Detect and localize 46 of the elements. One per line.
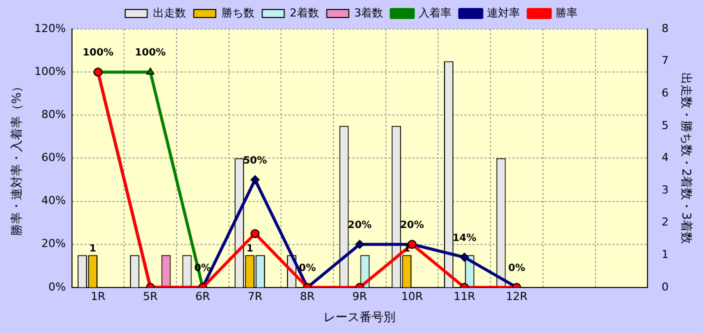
y-tick-label: 80% xyxy=(41,108,66,121)
y-tick-label: 60% xyxy=(41,151,66,164)
y-tick-label: 40% xyxy=(41,194,66,208)
x-tick-label: 6R xyxy=(195,290,210,303)
x-tick-label: 1R xyxy=(90,290,106,303)
x-tick-label: 5R xyxy=(143,290,158,303)
y2-tick-label: 5 xyxy=(662,118,669,132)
y2-tick-label: 7 xyxy=(662,54,669,68)
x-tick-label: 8R xyxy=(300,290,316,303)
data-label: 50% xyxy=(243,155,268,166)
x-tick-label: 9R xyxy=(352,290,368,303)
legend-label: 3着数 xyxy=(354,6,384,20)
data-label: 0% xyxy=(508,262,526,274)
data-label: 1 xyxy=(246,244,254,255)
y2-tick-label: 8 xyxy=(662,22,669,35)
data-label: 1 xyxy=(89,244,96,255)
y-tick-label: 0% xyxy=(48,280,66,294)
point xyxy=(250,175,260,184)
y-tick-label: 20% xyxy=(41,237,66,250)
y2-tick-label: 2 xyxy=(662,216,669,229)
x-tick-label: 12R xyxy=(506,290,528,303)
y2-axis-title: 出走数・勝ち数・2着数・3着数 xyxy=(680,72,694,244)
y-axis-title: 勝率・連対率・入着率（%） xyxy=(9,80,24,236)
x-axis-title: レース番号別 xyxy=(324,310,396,324)
y2-tick-label: 1 xyxy=(662,248,669,261)
x-tick-label: 11R xyxy=(454,290,476,303)
y2-tick-label: 4 xyxy=(662,151,669,164)
legend-label: 勝ち数 xyxy=(221,6,254,20)
y2-tick-label: 3 xyxy=(662,183,669,196)
legend-label: 出走数 xyxy=(152,6,186,20)
data-label: 0% xyxy=(298,262,316,274)
x-tick-label: 10R xyxy=(401,290,424,303)
data-label: 20% xyxy=(348,220,372,231)
legend-label: 2着数 xyxy=(290,6,319,20)
data-label: 100% xyxy=(134,48,166,59)
data-label: 20% xyxy=(400,220,424,231)
legend-label: 連対率 xyxy=(487,6,520,20)
y2-tick-label: 0 xyxy=(662,280,669,294)
y-tick-label: 100% xyxy=(34,64,66,78)
data-label: 14% xyxy=(452,232,476,244)
legend-label: 入着率 xyxy=(418,6,452,20)
y2-tick-label: 6 xyxy=(662,86,669,100)
legend-label: 勝率 xyxy=(556,6,578,20)
data-label: 100% xyxy=(82,48,114,59)
x-tick-label: 7R xyxy=(248,290,263,303)
y-tick-label: 120% xyxy=(34,22,66,35)
